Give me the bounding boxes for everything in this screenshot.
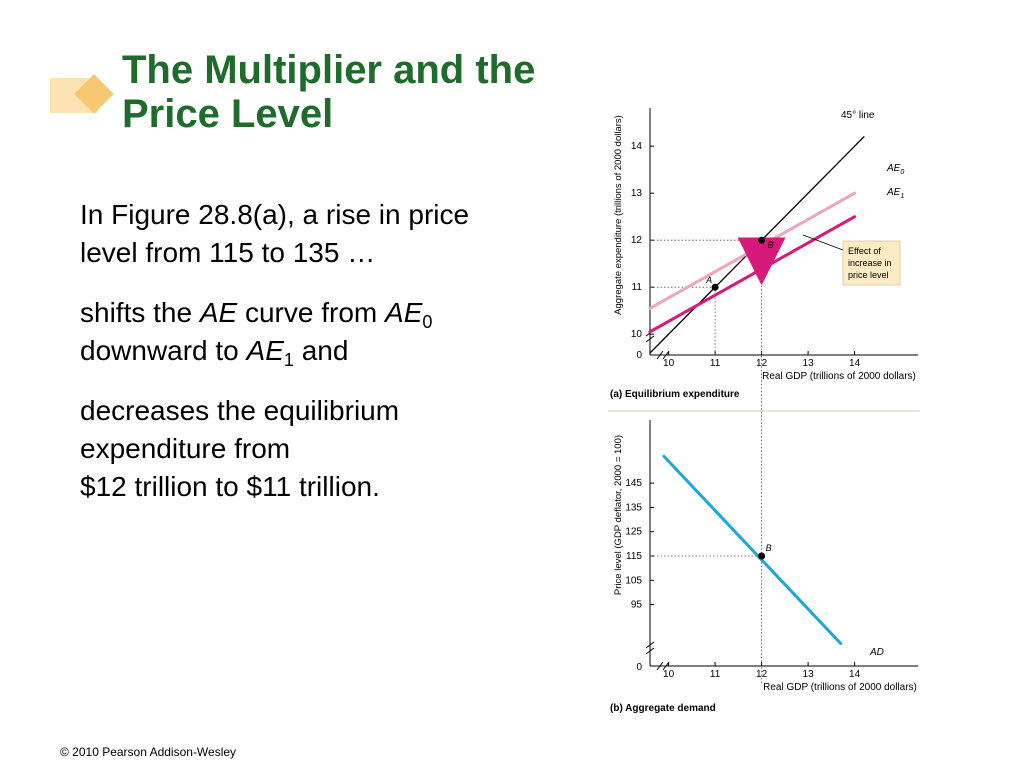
p2-ae0: AE xyxy=(385,297,423,328)
label-45-line: 45° line xyxy=(841,110,875,121)
panel-b-point-b-label: B xyxy=(766,543,772,553)
p2-ae: AE xyxy=(199,297,238,328)
p2-ae1: AE xyxy=(246,335,284,366)
p3-line-1: decreases the equilibrium expenditure fr… xyxy=(80,395,400,464)
panel-b-x-tick-label: 13 xyxy=(803,669,815,680)
panel-a-origin-label: 0 xyxy=(636,350,642,361)
panel-a-x-tick-label: 11 xyxy=(710,358,721,369)
copyright-footer: © 2010 Pearson Addison-Wesley xyxy=(60,745,237,759)
label-ae0: AE0 xyxy=(886,163,904,176)
ae1-line xyxy=(648,215,857,334)
p2-text-d: and xyxy=(293,335,349,366)
p2-ae0-sub: 0 xyxy=(422,312,433,332)
panel-a-y-tick-label: 14 xyxy=(631,141,643,152)
annotation-leader xyxy=(802,234,844,251)
panel-b-origin-label: 0 xyxy=(636,662,642,673)
panel-a-x-axis-label: Real GDP (trillions of 2000 dollars) xyxy=(762,371,916,382)
panel-b-x-axis-break xyxy=(656,661,670,671)
label-ae1-sub: 1 xyxy=(900,193,904,200)
panel-b-caption: (b) Aggregate demand xyxy=(610,703,716,714)
panel-a-y-tick-label: 13 xyxy=(631,188,643,199)
panel-a-x-tick-label: 13 xyxy=(803,358,815,369)
panel-b-y-tick-label: 115 xyxy=(626,551,642,562)
panel-a-point-b-label: B xyxy=(768,240,774,250)
panel-a-y-tick-label: 12 xyxy=(631,235,643,246)
ae0-line xyxy=(648,191,857,310)
ad-line xyxy=(662,454,843,645)
paragraph-2: shifts the AE curve from AE0 downward to… xyxy=(80,294,530,370)
panel-a-y-axis-label: Aggregate expenditure (trillions of 2000… xyxy=(613,115,624,315)
label-ad: AD xyxy=(869,647,884,658)
panel-b-y-tick-label: 145 xyxy=(625,478,642,489)
panel-a-caption: (a) Equilibrium expenditure xyxy=(610,389,740,400)
paragraph-3: decreases the equilibrium expenditure fr… xyxy=(80,392,530,506)
panel-a-x-axis-break xyxy=(656,350,670,360)
panel-b-x-tick-label: 12 xyxy=(756,669,768,680)
p2-text-a: shifts the xyxy=(80,297,200,328)
panel-b-x-tick-label: 10 xyxy=(663,669,675,680)
label-ae0-sub: 0 xyxy=(900,169,904,176)
paragraph-1: In Figure 28.8(a), a rise in price level… xyxy=(80,199,470,268)
annotation-line: increase in xyxy=(848,258,892,268)
panel-b-y-tick-label: 135 xyxy=(625,502,642,513)
annotation-box xyxy=(842,240,901,286)
panel-b-x-axis-label: Real GDP (trillions of 2000 dollars) xyxy=(763,682,917,693)
panel-a-point-a-label: A xyxy=(705,275,712,285)
panel-b-y-tick-label: 125 xyxy=(625,527,642,538)
panel-b-y-tick-label: 105 xyxy=(625,575,642,586)
label-ae1: AE1 xyxy=(886,187,904,200)
panel-a-point-b xyxy=(758,236,766,244)
annotation-line: price level xyxy=(848,270,889,280)
p2-ae1-sub: 1 xyxy=(283,350,294,370)
panel-b-y-axis-label: Price level (GDP deflator, 2000 = 100) xyxy=(613,435,624,595)
panel-b-y-axis-break xyxy=(645,641,655,655)
panel-b-point-b xyxy=(758,552,766,560)
panel-a-point-a xyxy=(711,283,719,291)
slide-body: In Figure 28.8(a), a rise in price level… xyxy=(80,196,530,528)
panel-b-y-tick-label: 95 xyxy=(631,600,643,611)
p2-text-c: downward to xyxy=(80,335,247,366)
panel-a-y-tick-label: 10 xyxy=(631,329,643,340)
panel-a-y-tick-label: 11 xyxy=(632,282,643,293)
slide-title: The Multiplier and the Price Level xyxy=(122,48,536,136)
panel-a-x-tick-label: 14 xyxy=(849,358,861,369)
45-degree-line xyxy=(649,136,865,354)
panel-a-x-tick-label: 10 xyxy=(663,358,675,369)
p2-text-b: curve from xyxy=(237,297,386,328)
p3-line-2: $12 trillion to $11 trillion. xyxy=(80,471,380,502)
panel-b-x-tick-label: 11 xyxy=(710,669,721,680)
annotation-line: Effect of xyxy=(848,246,881,256)
panel-b-x-tick-label: 14 xyxy=(849,669,861,680)
